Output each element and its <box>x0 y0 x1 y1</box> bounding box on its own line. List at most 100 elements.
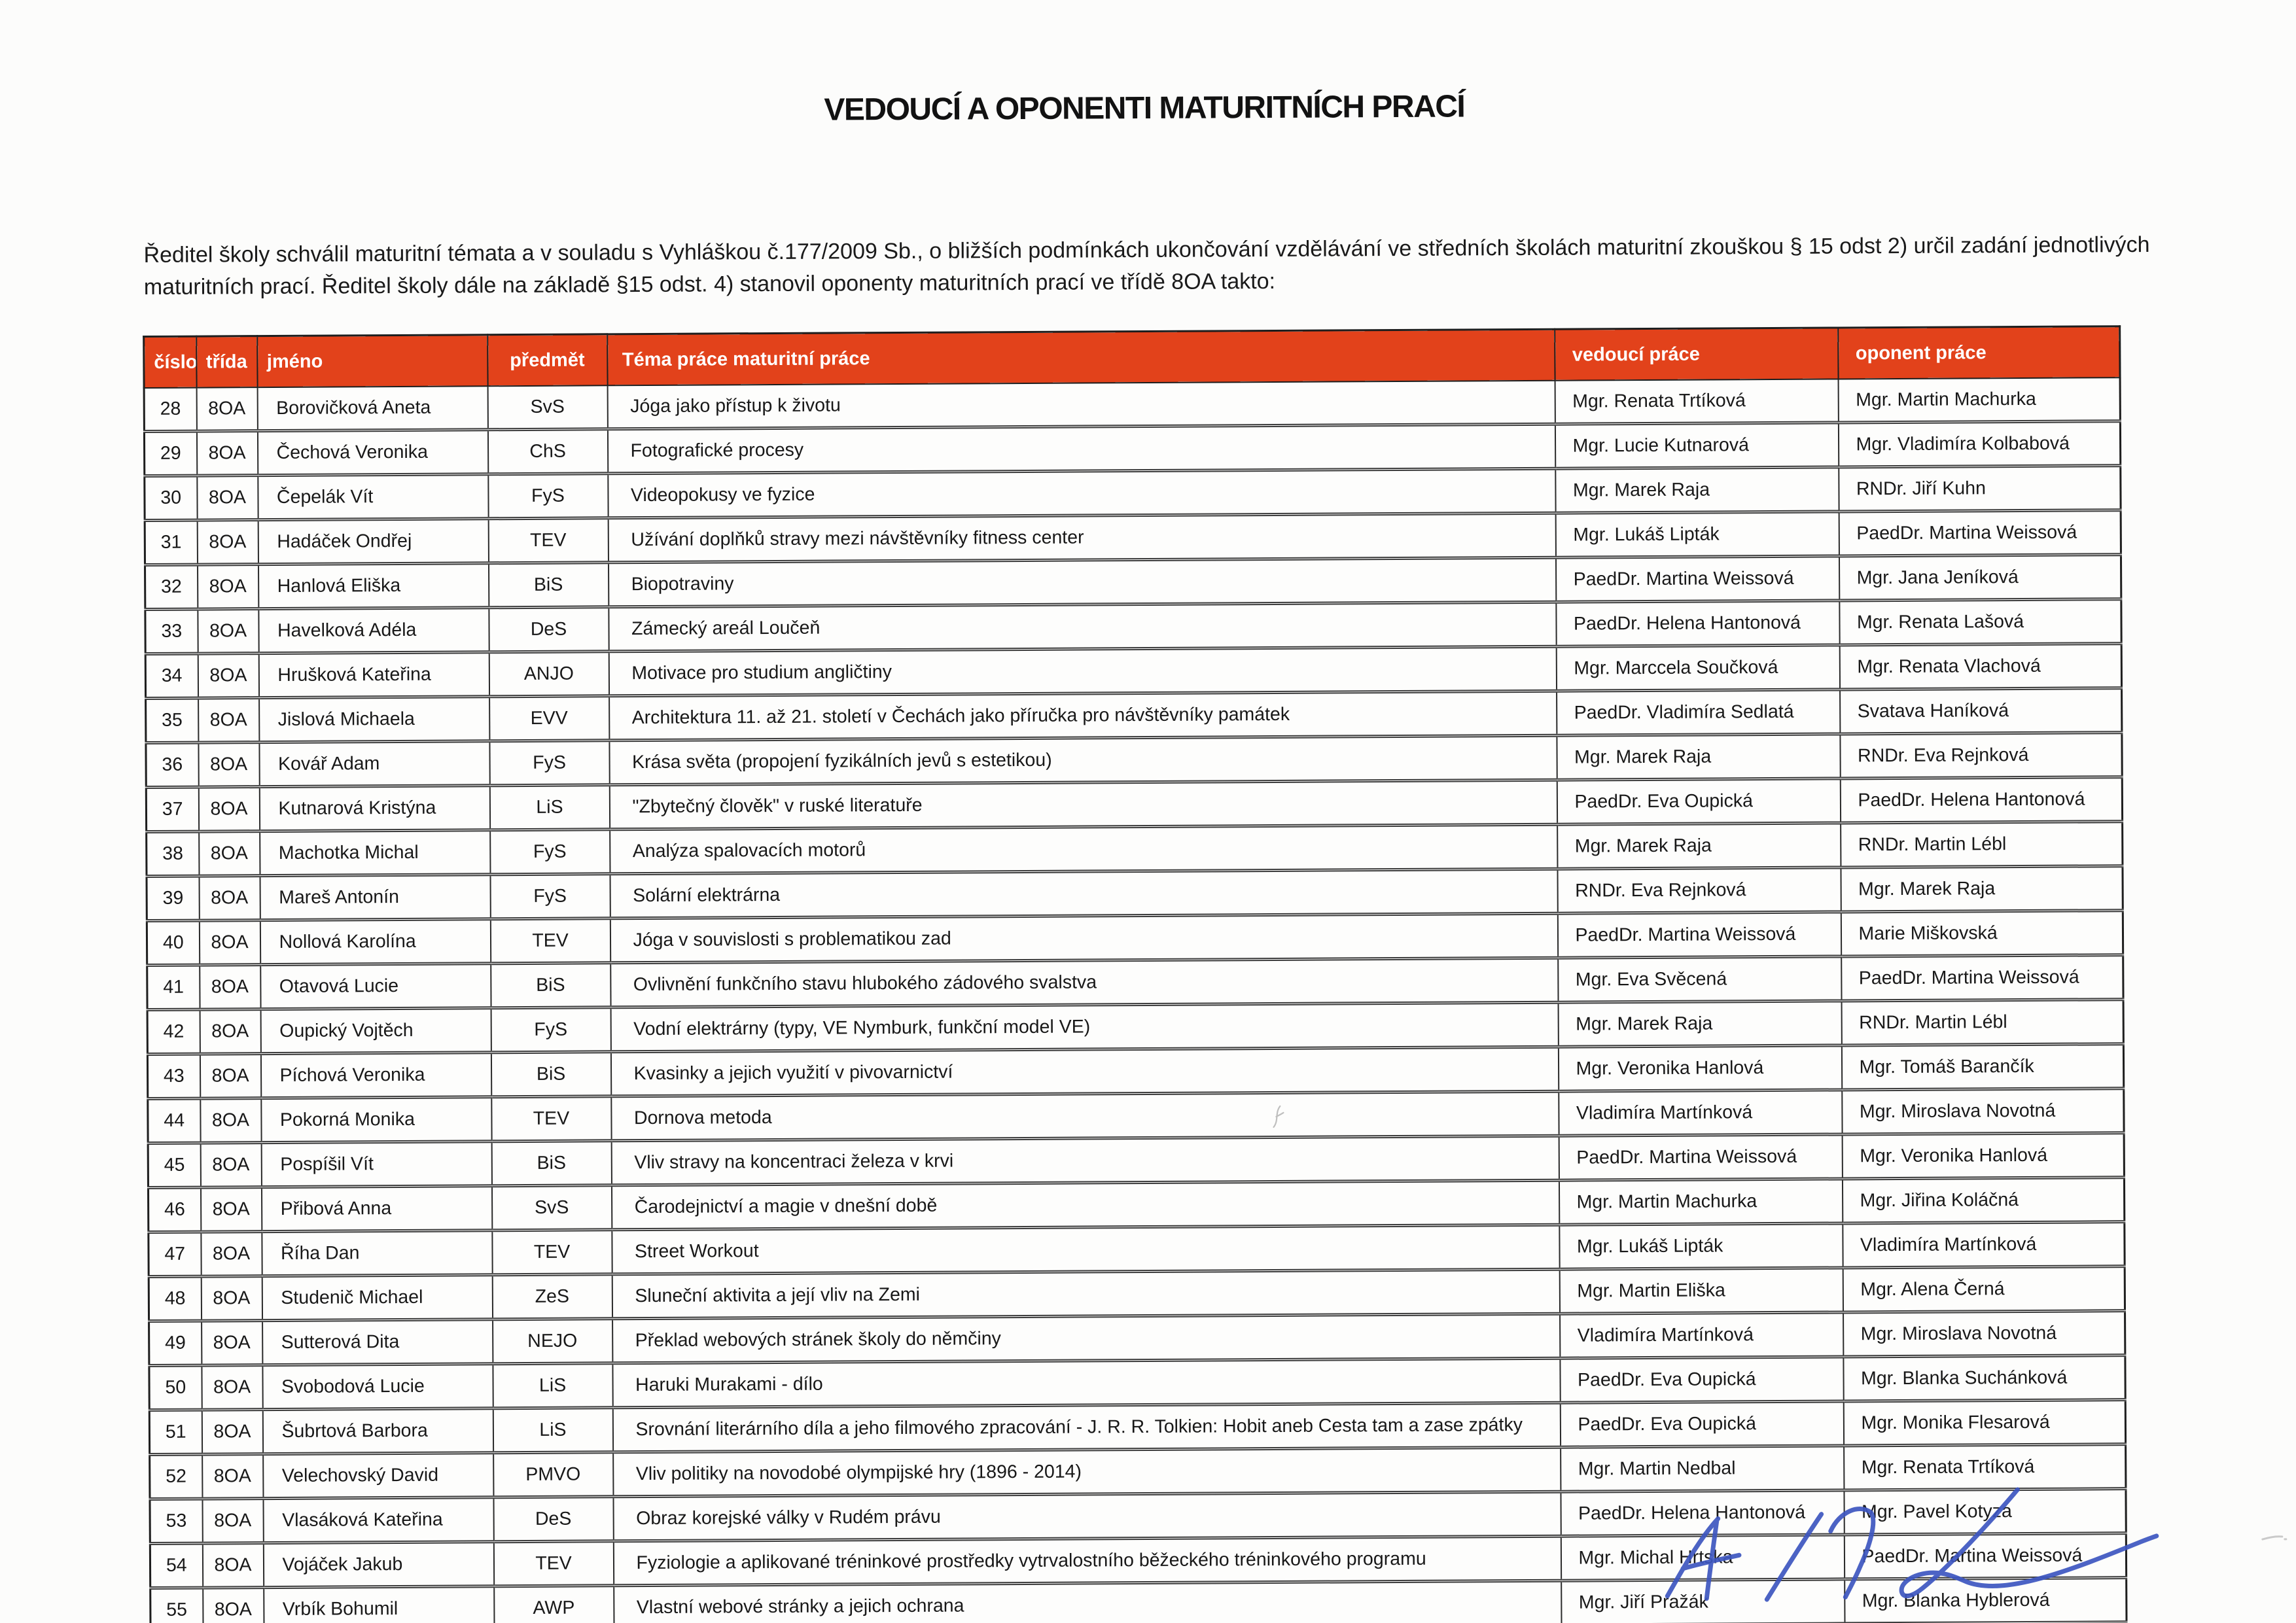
cell-vedouci-prace: Mgr. Lucie Kutnarová <box>1555 422 1839 469</box>
cell-cislo: 31 <box>145 520 198 565</box>
cell-oponent-prace: Mgr. Pavel Kotyza <box>1843 1488 2127 1535</box>
cell-cislo: 33 <box>145 609 198 654</box>
cell-jmeno: Kovář Adam <box>258 741 490 787</box>
cell-tema: Překlad webových stránek školy do němčin… <box>612 1314 1560 1363</box>
cell-predmet: BiS <box>491 1051 611 1097</box>
cell-cislo: 45 <box>148 1143 201 1188</box>
cell-tema: Čarodejnictví a magie v dnešní době <box>611 1180 1559 1230</box>
cell-trida: 8OA <box>200 1098 262 1143</box>
cell-oponent-prace: PaedDr. Martina Weissová <box>1841 954 2124 1001</box>
cell-tema: Vliv politiky na novodobé olympijské hry… <box>612 1447 1561 1497</box>
cell-cislo: 35 <box>145 698 198 743</box>
cell-cislo: 28 <box>144 387 197 432</box>
header-jmeno: jméno <box>256 334 488 388</box>
cell-oponent-prace: Mgr. Blanka Suchánková <box>1843 1355 2126 1401</box>
cell-predmet: TEV <box>491 1096 612 1142</box>
cell-oponent-prace: Mgr. Alena Černá <box>1843 1266 2125 1312</box>
scan-smudge-mark <box>1273 1105 1284 1128</box>
cell-vedouci-prace: PaedDr. Eva Oupická <box>1560 1401 1844 1448</box>
cell-oponent-prace: Mgr. Martin Machurka <box>1838 377 2121 423</box>
cell-predmet: FyS <box>489 829 610 875</box>
cell-predmet: FyS <box>487 473 609 519</box>
cell-trida: 8OA <box>202 1587 264 1623</box>
cell-trida: 8OA <box>198 786 260 832</box>
cell-trida: 8OA <box>199 964 261 1010</box>
cell-vedouci-prace: PaedDr. Vladimíra Sedlatá <box>1556 689 1840 736</box>
cell-tema: Analýza spalovacích motorů <box>609 824 1557 874</box>
cell-jmeno: Velechovský David <box>262 1452 493 1499</box>
cell-predmet: SvS <box>491 1185 612 1230</box>
cell-cislo: 51 <box>149 1410 202 1455</box>
cell-trida: 8OA <box>197 519 258 565</box>
cell-trida: 8OA <box>198 831 260 877</box>
cell-cislo: 36 <box>145 742 199 788</box>
cell-cislo: 40 <box>147 920 200 966</box>
cell-oponent-prace: Mgr. Renata Vlachová <box>1839 643 2122 689</box>
cell-oponent-prace: RNDr. Martin Lébl <box>1840 821 2123 867</box>
cell-jmeno: Mareš Antonín <box>259 874 491 920</box>
cell-tema: Ovlivnění funkčního stavu hlubokého zádo… <box>610 958 1559 1007</box>
cell-vedouci-prace: Vladimíra Martínková <box>1559 1312 1843 1359</box>
cell-vedouci-prace: PaedDr. Eva Oupická <box>1559 1356 1844 1403</box>
cell-trida: 8OA <box>198 875 260 921</box>
cell-jmeno: Studenič Michael <box>262 1274 493 1321</box>
maturita-works-table: číslo třída jméno předmět Téma práce mat… <box>143 325 2128 1623</box>
cell-cislo: 42 <box>147 1009 200 1055</box>
cell-oponent-prace: Mgr. Jana Jeníková <box>1839 554 2121 601</box>
cell-tema: Street Workout <box>611 1225 1560 1274</box>
cell-oponent-prace: Svatava Haníková <box>1839 688 2122 734</box>
cell-trida: 8OA <box>200 1053 261 1099</box>
header-trida: třída <box>196 336 258 388</box>
cell-trida: 8OA <box>200 1187 262 1232</box>
cell-predmet: ZeS <box>492 1274 612 1319</box>
cell-predmet: TEV <box>490 918 610 964</box>
cell-oponent-prace: Mgr. Renata Trtíková <box>1843 1444 2126 1490</box>
table-body: 28 8OA Borovičková Aneta SvS Jóga jako příst… <box>144 377 2127 1623</box>
cell-cislo: 47 <box>148 1232 202 1277</box>
cell-cislo: 43 <box>147 1054 200 1099</box>
cell-trida: 8OA <box>196 475 258 521</box>
cell-jmeno: Píchová Veronika <box>260 1052 491 1098</box>
cell-predmet: NEJO <box>492 1318 612 1364</box>
cell-predmet: LiS <box>493 1407 613 1453</box>
cell-predmet: FyS <box>489 740 610 786</box>
cell-vedouci-prace: PaedDr. Helena Hantonová <box>1560 1490 1845 1537</box>
cell-jmeno: Přibová Anna <box>261 1185 492 1232</box>
cell-jmeno: Borovičková Aneta <box>257 386 488 431</box>
cell-tema: Dornova metoda <box>610 1091 1559 1141</box>
cell-tema: Krása světa (propojení fyzikálních jevů … <box>609 735 1557 785</box>
cell-jmeno: Pokorná Monika <box>260 1096 492 1143</box>
cell-vedouci-prace: PaedDr. Eva Oupická <box>1557 778 1841 825</box>
cell-cislo: 32 <box>145 565 198 610</box>
cell-oponent-prace: Mgr. Veronika Hanlová <box>1842 1132 2125 1179</box>
cell-vedouci-prace: PaedDr. Martina Weissová <box>1555 555 1839 602</box>
cell-oponent-prace: Mgr. Vladimíra Kolbabová <box>1838 421 2121 467</box>
cell-jmeno: Vojáček Jakub <box>263 1541 494 1588</box>
cell-jmeno: Havelková Adéla <box>258 607 489 654</box>
cell-tema: Vodní elektrárny (typy, VE Nymburk, funk… <box>610 1002 1559 1052</box>
cell-tema: Vlastní webové stránky a jejich ochrana <box>613 1580 1562 1623</box>
cell-vedouci-prace: Mgr. Martin Machurka <box>1559 1178 1843 1225</box>
cell-predmet: LiS <box>489 784 610 830</box>
cell-vedouci-prace: Mgr. Marek Raja <box>1556 733 1841 780</box>
cell-jmeno: Machotka Michal <box>259 829 490 876</box>
cell-cislo: 30 <box>144 476 198 521</box>
cell-trida: 8OA <box>198 742 260 788</box>
cell-tema: Kvasinky a jejich využití v pivovarnictv… <box>610 1047 1559 1096</box>
cell-predmet: TEV <box>493 1541 614 1586</box>
cell-predmet: EVV <box>489 695 609 741</box>
cell-jmeno: Otavová Lucie <box>260 963 491 1009</box>
cell-trida: 8OA <box>197 564 258 610</box>
cell-cislo: 54 <box>150 1543 203 1588</box>
cell-predmet: BiS <box>490 962 611 1008</box>
cell-tema: Zámecký areál Loučeň <box>608 602 1557 652</box>
cell-vedouci-prace: Mgr. Marccela Součková <box>1556 644 1840 691</box>
cell-cislo: 48 <box>149 1276 202 1321</box>
cell-cislo: 53 <box>149 1499 203 1544</box>
cell-tema: Jóga v souvislosti s problematikou zad <box>610 913 1558 963</box>
cell-trida: 8OA <box>199 920 260 966</box>
cell-vedouci-prace: Mgr. Renata Trtíková <box>1555 379 1839 425</box>
cell-oponent-prace: RNDr. Martin Lébl <box>1841 999 2124 1045</box>
cell-tema: Haruki Murakami - dílo <box>612 1358 1561 1408</box>
cell-trida: 8OA <box>202 1454 263 1499</box>
